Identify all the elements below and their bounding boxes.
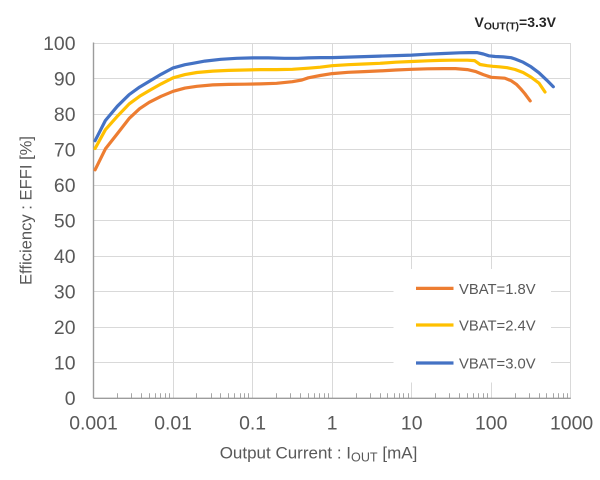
svg-text:VBAT=2.4V: VBAT=2.4V	[459, 319, 536, 335]
svg-text:100: 100	[43, 33, 76, 55]
svg-text:0.1: 0.1	[239, 413, 266, 435]
svg-text:0.001: 0.001	[69, 413, 118, 435]
svg-text:10: 10	[401, 413, 423, 435]
svg-text:Output Current : IOUT [mA]: Output Current : IOUT [mA]	[220, 443, 418, 464]
svg-text:70: 70	[54, 140, 76, 162]
svg-text:0.01: 0.01	[154, 413, 192, 435]
svg-text:90: 90	[54, 68, 76, 90]
svg-text:60: 60	[54, 175, 76, 197]
svg-text:10: 10	[54, 353, 76, 375]
svg-text:0: 0	[65, 388, 76, 410]
svg-text:50: 50	[54, 211, 76, 233]
svg-text:VBAT=1.8V: VBAT=1.8V	[459, 282, 536, 298]
svg-text:Efficiency : EFFI [%]: Efficiency : EFFI [%]	[17, 136, 36, 285]
svg-text:1: 1	[327, 413, 338, 435]
svg-text:30: 30	[54, 282, 76, 304]
svg-text:100: 100	[475, 413, 508, 435]
svg-text:VBAT=3.0V: VBAT=3.0V	[459, 357, 536, 373]
svg-text:20: 20	[54, 317, 76, 339]
svg-text:80: 80	[54, 104, 76, 126]
svg-text:40: 40	[54, 246, 76, 268]
svg-text:1000: 1000	[550, 413, 593, 435]
